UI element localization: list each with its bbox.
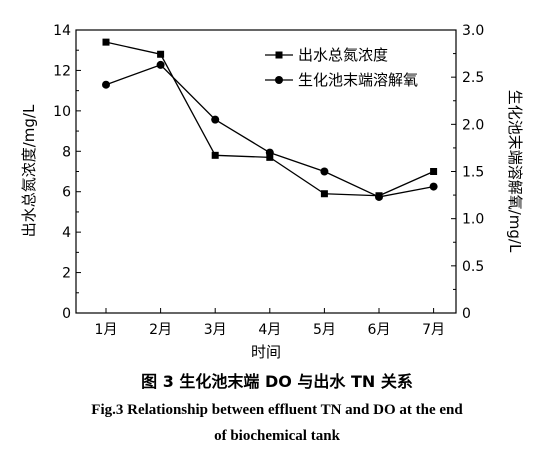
x-tick-label: 4月 <box>258 322 281 338</box>
data-point-circle <box>211 115 220 124</box>
legend-label: 生化池末端溶解氧 <box>298 71 418 89</box>
data-point-square <box>266 153 274 161</box>
y-left-tick-label: 10 <box>53 104 71 120</box>
y-left-tick-label: 6 <box>62 185 71 201</box>
series-layer <box>102 38 438 201</box>
x-tick-label: 3月 <box>204 322 227 338</box>
data-point-square <box>211 151 219 159</box>
data-point-square <box>157 50 165 58</box>
data-point-circle <box>429 182 438 191</box>
y-axis-right-label: 生化池末端溶解氧/mg/L <box>506 90 524 253</box>
legend-label: 出水总氮浓度 <box>298 46 388 64</box>
y-right-tick-label: 0 <box>462 306 471 322</box>
legend-marker-square <box>275 51 283 59</box>
y-right-tick-label: 1.5 <box>462 165 484 181</box>
figure-caption-english-line2: of biochemical tank <box>214 428 340 444</box>
y-left-tick-label: 4 <box>62 225 71 241</box>
data-point-circle <box>320 167 329 176</box>
axes-layer: 0 2 4 6 8 10 12 14 0 0.5 1.0 1.5 2.0 2.5 3.0 1月 2月 3月 4月 5月… <box>53 23 484 338</box>
figure-caption-chinese: 图 3 生化池末端 DO 与出水 TN 关系 <box>141 372 413 391</box>
x-tick-label: 1月 <box>95 322 118 338</box>
y-right-tick-label: 1.0 <box>462 212 484 228</box>
data-point-square <box>430 168 438 175</box>
legend-marker-circle <box>275 76 283 84</box>
data-point-square <box>102 38 110 46</box>
data-point-circle <box>156 60 165 69</box>
y-right-tick-label: 3.0 <box>462 23 484 39</box>
y-right-tick-label: 2.5 <box>462 70 484 86</box>
y-right-tick-label: 0.5 <box>462 259 484 275</box>
x-tick-label: 6月 <box>368 322 391 338</box>
data-point-circle <box>102 80 110 89</box>
data-point-square <box>320 190 328 198</box>
y-left-tick-label: 14 <box>53 23 71 39</box>
y-left-tick-label: 2 <box>62 266 71 282</box>
y-axis-left-label: 出水总氮浓度/mg/L <box>20 104 38 237</box>
chart-svg: 0 2 4 6 8 10 12 14 0 0.5 1.0 1.5 2.0 2.5 3.0 1月 2月 3月 4月 5月… <box>20 23 524 361</box>
x-tick-label: 5月 <box>313 322 336 338</box>
y-right-tick-label: 2.0 <box>462 117 484 133</box>
x-axis-label: 时间 <box>251 343 281 361</box>
y-left-tick-label: 0 <box>62 306 71 322</box>
series-line <box>105 41 434 197</box>
data-point-circle <box>375 192 383 201</box>
y-left-tick-label: 8 <box>62 144 71 160</box>
x-tick-label: 2月 <box>149 322 172 338</box>
x-tick-label: 7月 <box>422 322 445 338</box>
figure-caption-english-line1: Fig.3 Relationship between effluent TN a… <box>91 402 463 418</box>
y-left-tick-label: 12 <box>53 63 71 79</box>
data-point-circle <box>265 148 274 157</box>
